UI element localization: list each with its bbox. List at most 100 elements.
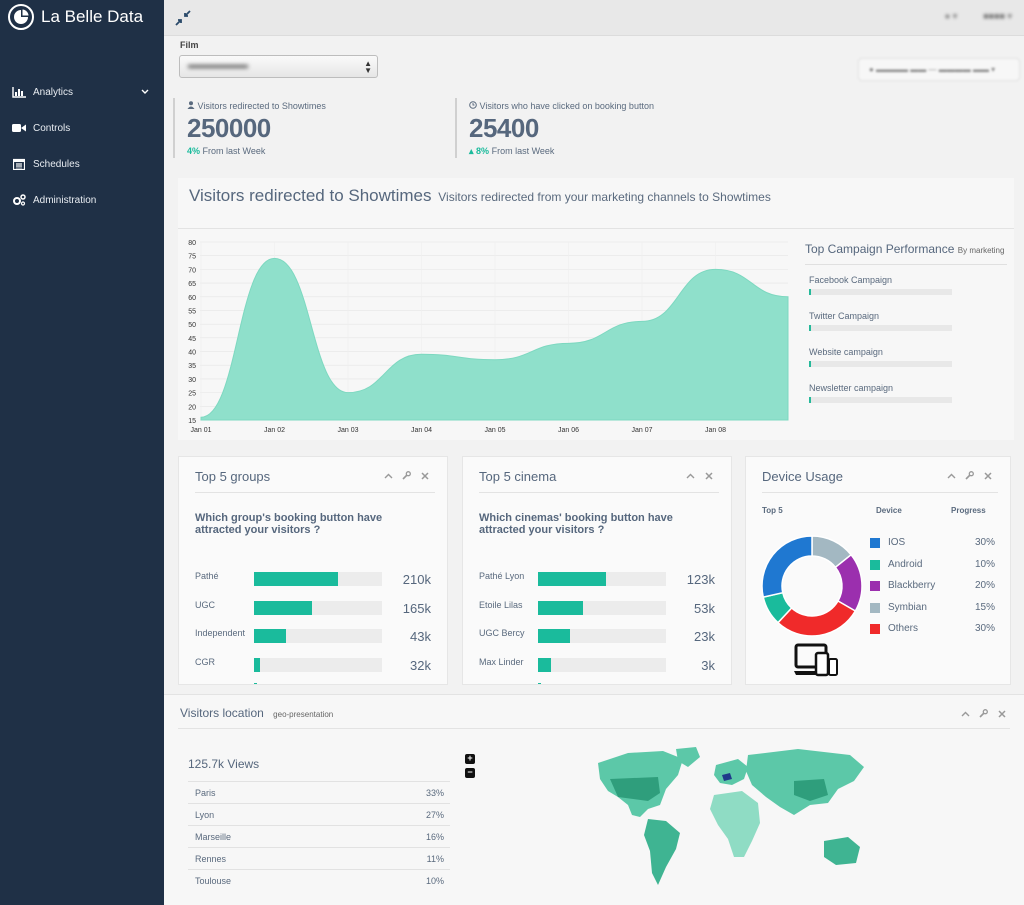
wrench-icon[interactable] <box>402 471 411 480</box>
x-tick-label: Jan 07 <box>631 427 652 434</box>
legend-device-percent: 10% <box>975 558 996 570</box>
y-tick-label: 30 <box>188 377 196 384</box>
world-map[interactable] <box>588 745 888 895</box>
wrench-icon[interactable] <box>965 471 974 480</box>
film-select-value-blurred: ▬▬▬▬▬▬ <box>188 60 248 71</box>
brand[interactable]: La Belle Data <box>8 4 143 30</box>
bar-value: 123k <box>686 572 715 587</box>
close-icon[interactable] <box>983 471 992 480</box>
sidebar-item-label: Analytics <box>33 86 74 98</box>
campaign-progress-fill <box>809 325 811 331</box>
sidebar-item-controls[interactable]: Controls <box>0 110 164 146</box>
legend-device-name: Android <box>888 558 923 570</box>
col-progress: Progress <box>951 506 986 515</box>
visitors-chart-panel: Visitors redirected to Showtimes Visitor… <box>178 178 1014 440</box>
x-tick-label: Jan 04 <box>411 427 432 434</box>
map-zoom-in-button[interactable]: + <box>465 754 475 764</box>
device-legend-row: Symbian 15% <box>870 601 1000 615</box>
map-zoom-out-button[interactable]: − <box>465 768 475 778</box>
collapse-icon[interactable] <box>961 709 970 718</box>
campaign-label: Website campaign <box>809 347 883 357</box>
device-legend-row: Others 30% <box>870 622 1000 636</box>
sidebar-item-schedules[interactable]: Schedules <box>0 146 164 182</box>
user-menu-blurred[interactable]: ● ▾ ■■■■ ▾ <box>945 11 1012 22</box>
film-label: Film <box>180 40 199 50</box>
panel-tools <box>686 471 713 480</box>
campaign-subtitle: By marketing <box>957 246 1005 255</box>
map-region-australia <box>824 837 860 865</box>
bar-track <box>254 629 382 643</box>
close-icon[interactable] <box>997 709 1006 718</box>
bar-label: Independent <box>195 628 246 638</box>
collapse-icon[interactable] <box>384 471 393 480</box>
film-select[interactable]: ▬▬▬▬▬▬ ▲ ▼ <box>179 55 378 78</box>
stat-value: 25400 <box>469 113 539 143</box>
up-arrow-icon: ▴ <box>469 146 474 156</box>
y-tick-label: 55 <box>188 308 196 315</box>
y-tick-label: 35 <box>188 363 196 370</box>
panel-tools <box>384 471 429 480</box>
legend-device-name: Blackberry <box>888 580 936 591</box>
wrench-icon[interactable] <box>979 709 988 718</box>
location-percent: 33% <box>425 788 444 798</box>
close-icon[interactable] <box>704 471 713 480</box>
location-percent: 16% <box>425 832 444 842</box>
col-top5: Top 5 <box>762 506 783 515</box>
bar-value: 23k <box>694 629 715 644</box>
user-name-menu[interactable]: ■■■■ ▾ <box>983 11 1012 21</box>
top-cinema-panel: Top 5 cinema Which cinemas' booking butt… <box>462 456 732 685</box>
legend-swatch <box>870 602 880 613</box>
collapse-arrows-icon[interactable] <box>174 9 192 27</box>
divider <box>178 228 1014 229</box>
location-city: Toulouse <box>195 876 232 886</box>
y-tick-label: 20 <box>188 404 196 411</box>
sidebar-item-administration[interactable]: Administration <box>0 182 164 218</box>
campaign-item: Facebook Campaign <box>809 275 1014 301</box>
top-campaign-performance: Top Campaign Performance By marketing Fa… <box>805 242 1014 409</box>
campaign-title: Top Campaign Performance <box>805 242 955 256</box>
bar-value: 32k <box>410 657 431 673</box>
campaign-item: Newsletter campaign <box>809 383 1014 409</box>
bar-fill <box>254 629 286 643</box>
panel-tools <box>961 709 1006 718</box>
divider <box>479 492 719 493</box>
bar-row: Pathé 210k <box>195 568 435 588</box>
y-tick-label: 75 <box>188 254 196 261</box>
collapse-icon[interactable] <box>947 471 956 480</box>
bar-row: Pathé Lyon 123k <box>479 568 719 588</box>
location-row: Paris 33% <box>188 781 450 803</box>
collapse-icon[interactable] <box>686 471 695 480</box>
stat-value: 250000 <box>187 113 271 143</box>
close-icon[interactable] <box>420 471 429 480</box>
map-region-france <box>722 773 732 781</box>
stat-change-percent: 4% <box>187 146 201 156</box>
area-chart: 80 75 70 65 60 55 50 45 40 35 30 25 20 15 Jan 01 Jan 02… <box>188 240 789 434</box>
sidebar-item-label: Controls <box>33 122 71 134</box>
bar-row: UGC Bercy 23k <box>479 625 719 645</box>
stat-change-text: From last Week <box>202 146 266 156</box>
stat-change-text: From last Week <box>491 146 555 156</box>
legend-device-name: Others <box>888 623 919 634</box>
location-row: Rennes 11% <box>188 847 450 869</box>
area-series <box>200 257 789 421</box>
sidebar-item-analytics[interactable]: Analytics <box>0 74 164 110</box>
bar-label: UGC Bercy <box>479 628 525 638</box>
divider <box>195 492 435 493</box>
campaign-label: Newsletter campaign <box>809 383 894 393</box>
bar-value: 210k <box>402 572 431 587</box>
stat-visitors-redirected: Visitors redirected to Showtimes 250000 … <box>173 98 443 158</box>
notification-menu[interactable]: ● ▾ <box>944 11 958 21</box>
bar-row-partial <box>538 683 541 684</box>
clock-icon <box>469 101 477 111</box>
device-donut-chart <box>761 535 863 637</box>
legend-device-percent: 30% <box>975 623 996 634</box>
top-bar: ● ▾ ■■■■ ▾ <box>164 0 1024 36</box>
legend-swatch <box>870 624 880 634</box>
bar-row: Max Linder 3k <box>479 654 719 674</box>
x-tick-label: Jan 01 <box>190 427 211 434</box>
bar-label: Pathé Lyon <box>479 571 525 581</box>
location-row: Marseille 16% <box>188 825 450 847</box>
location-table: Paris 33% Lyon 27% Marseille 16% Rennes 11% Toul… <box>188 781 450 891</box>
visitors-location-panel: Visitors location geo-presentation 125.7… <box>164 694 1024 905</box>
date-range-picker-blurred[interactable]: ● ▬▬▬▬ ▬▬ — ▬▬▬▬ ▬▬ ▾ <box>858 58 1020 81</box>
